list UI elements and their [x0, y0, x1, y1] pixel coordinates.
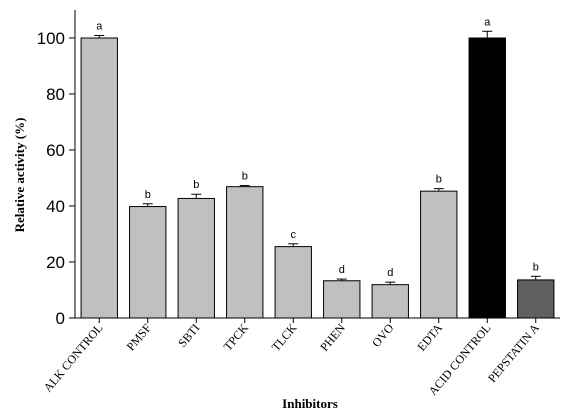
x-tick-label: OVO	[369, 321, 397, 350]
x-tick-label: PHEN	[317, 321, 348, 354]
x-tick-label: TLCK	[269, 321, 300, 354]
significance-letter: a	[484, 16, 491, 28]
bar	[468, 37, 506, 319]
significance-letter: b	[145, 189, 151, 201]
bars-group: a b b b c d d b a b	[80, 16, 555, 319]
bar	[371, 284, 409, 319]
significance-letter: b	[436, 174, 442, 186]
y-axis-title: Relative activity (%)	[12, 118, 27, 233]
x-tick-label: TPCK	[221, 321, 252, 354]
bar	[420, 190, 458, 319]
y-tick-label: 20	[46, 253, 65, 272]
significance-letter: d	[387, 267, 393, 279]
y-tick-label: 100	[37, 29, 65, 48]
significance-letter: d	[339, 264, 345, 276]
bar	[323, 280, 361, 319]
y-tick-label: 0	[56, 309, 65, 328]
x-tick-label: PEPSTATIN A	[485, 321, 542, 385]
x-tick-label: ALK CONTROL	[41, 321, 106, 395]
bar	[177, 197, 215, 319]
bar	[274, 246, 312, 319]
x-tick-label: SBTI	[175, 321, 202, 350]
y-axis: 0 20 40 60 80 100	[37, 10, 76, 328]
x-axis-title: Inhibitors	[282, 396, 338, 411]
significance-letter: b	[242, 171, 248, 183]
significance-letter: b	[193, 179, 199, 191]
bar	[226, 186, 264, 319]
significance-letter: c	[291, 229, 297, 241]
x-tick-label: PMSF	[124, 321, 155, 354]
x-tick-label: EDTA	[414, 321, 445, 354]
bar	[517, 279, 555, 319]
x-axis: ALK CONTROL PMSF SBTI TPCK TLCK PHEN OVO EDTAAC…	[41, 317, 560, 398]
y-tick-label: 40	[46, 197, 65, 216]
y-tick-label: 80	[46, 85, 65, 104]
y-tick-label: 60	[46, 141, 65, 160]
bar	[129, 206, 167, 319]
bar	[80, 37, 118, 319]
significance-letter: a	[96, 20, 103, 32]
significance-letter: b	[533, 261, 539, 273]
